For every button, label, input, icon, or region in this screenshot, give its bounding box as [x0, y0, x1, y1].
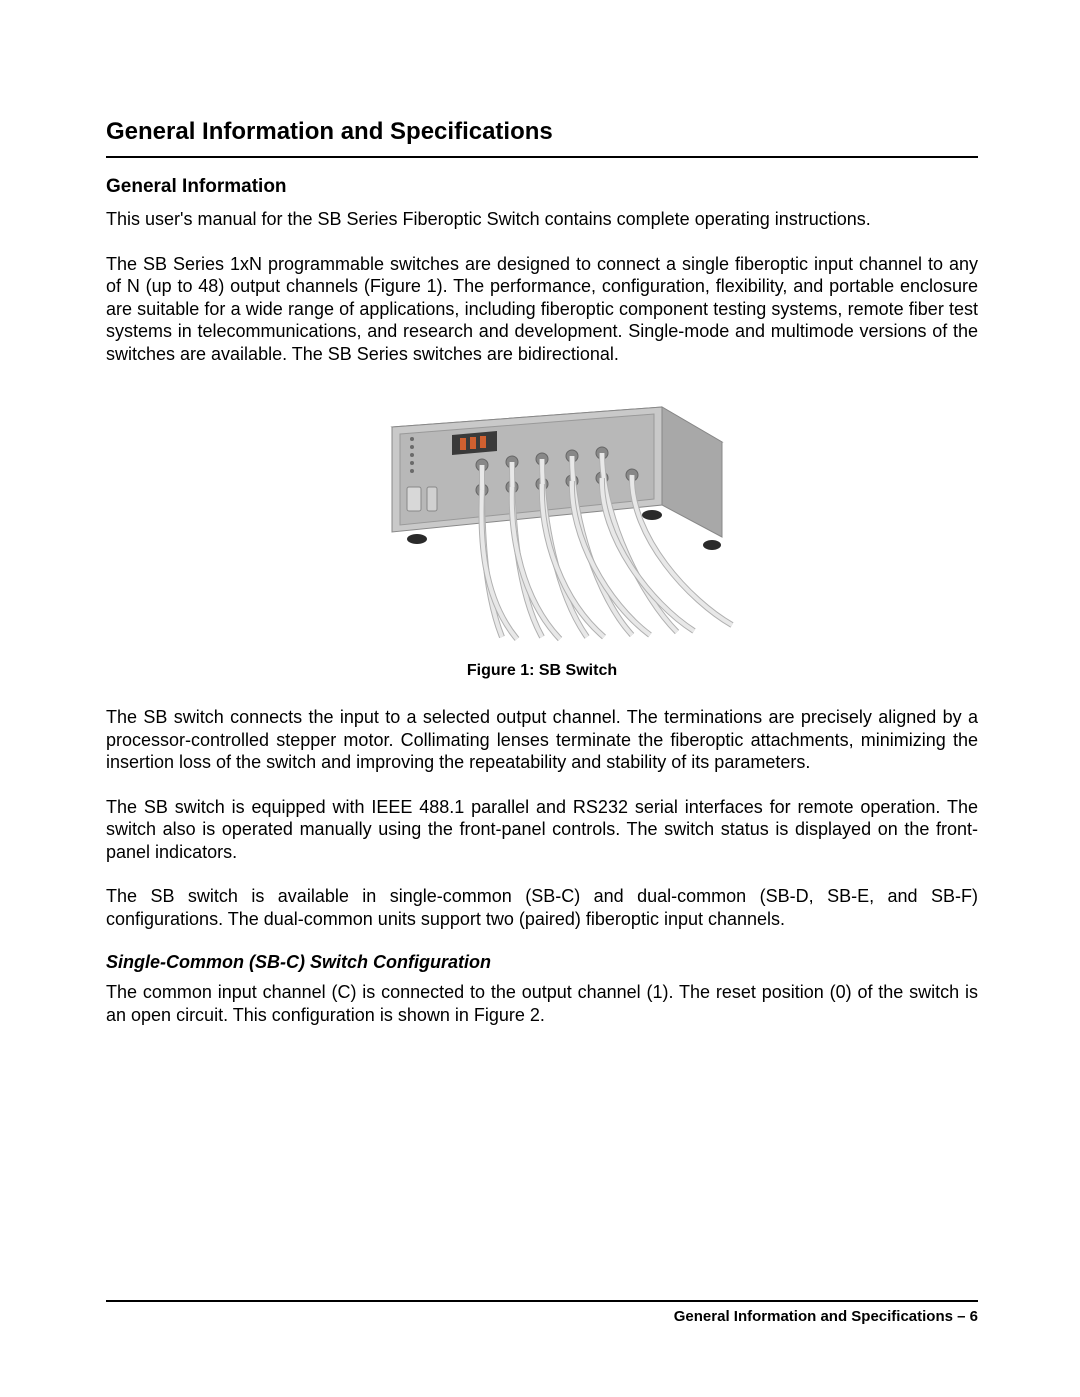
paragraph: This user's manual for the SB Series Fib…	[106, 208, 978, 231]
sb-switch-illustration	[332, 387, 752, 647]
footer-text: General Information and Specifications –…	[106, 1308, 978, 1325]
paragraph: The SB switch connects the input to a se…	[106, 706, 978, 774]
figure-1	[106, 387, 978, 652]
title-divider	[106, 156, 978, 158]
page-footer: General Information and Specifications –…	[106, 1300, 978, 1325]
figure-1-caption: Figure 1: SB Switch	[106, 662, 978, 680]
section-heading-general-info: General Information	[106, 176, 978, 198]
page-title: General Information and Specifications	[106, 118, 978, 146]
subsection-heading-sbc-config: Single-Common (SB-C) Switch Configuratio…	[106, 952, 978, 973]
footer-divider	[106, 1300, 978, 1302]
paragraph: The SB switch is equipped with IEEE 488.…	[106, 796, 978, 864]
paragraph: The common input channel (C) is connecte…	[106, 981, 978, 1026]
paragraph: The SB switch is available in single-com…	[106, 885, 978, 930]
paragraph: The SB Series 1xN programmable switches …	[106, 253, 978, 366]
